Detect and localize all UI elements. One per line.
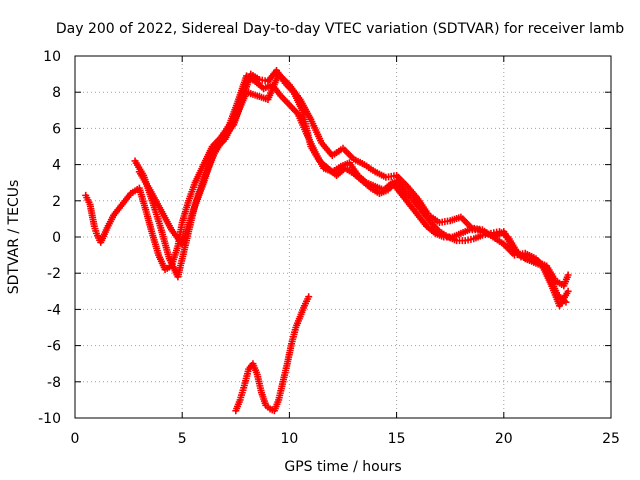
y-tick-label: 2 <box>52 194 61 210</box>
y-tick-label: 0 <box>52 230 61 246</box>
data-markers <box>82 66 572 415</box>
x-tick-label: 10 <box>280 431 298 447</box>
y-tick-label: -10 <box>38 411 61 427</box>
x-tick-label: 25 <box>602 431 620 447</box>
y-tick-labels: -10 -8 -6 -4 -2 0 2 4 6 8 10 <box>38 49 61 427</box>
x-tick-labels: 0 5 10 15 20 25 <box>71 431 620 447</box>
data-point-marker <box>562 298 570 306</box>
chart-title: Day 200 of 2022, Sidereal Day-to-day VTE… <box>56 21 624 37</box>
x-tick-label: 20 <box>495 431 513 447</box>
x-tick-label: 0 <box>71 431 80 447</box>
grid-lines <box>75 56 611 418</box>
series-trace-c <box>135 70 570 306</box>
y-axis-label: SDTVAR / TECUs <box>6 180 22 295</box>
y-tick-label: 10 <box>43 49 61 65</box>
data-point-marker <box>564 271 572 279</box>
y-tick-label: -4 <box>47 302 61 318</box>
y-tick-label: 8 <box>52 85 61 101</box>
y-tick-label: -6 <box>47 339 61 355</box>
y-tick-label: 4 <box>52 158 61 174</box>
series-trace-d <box>232 293 313 415</box>
y-tick-label: -8 <box>47 375 61 391</box>
x-tick-label: 5 <box>178 431 187 447</box>
data-point-marker <box>564 287 572 295</box>
series-trace-a <box>82 72 572 290</box>
data-point-marker <box>305 293 313 301</box>
y-tick-label: 6 <box>52 121 61 137</box>
y-tick-label: -2 <box>47 266 61 282</box>
x-tick-label: 15 <box>388 431 406 447</box>
x-axis-label: GPS time / hours <box>284 459 401 475</box>
axis-ticks <box>74 55 612 419</box>
